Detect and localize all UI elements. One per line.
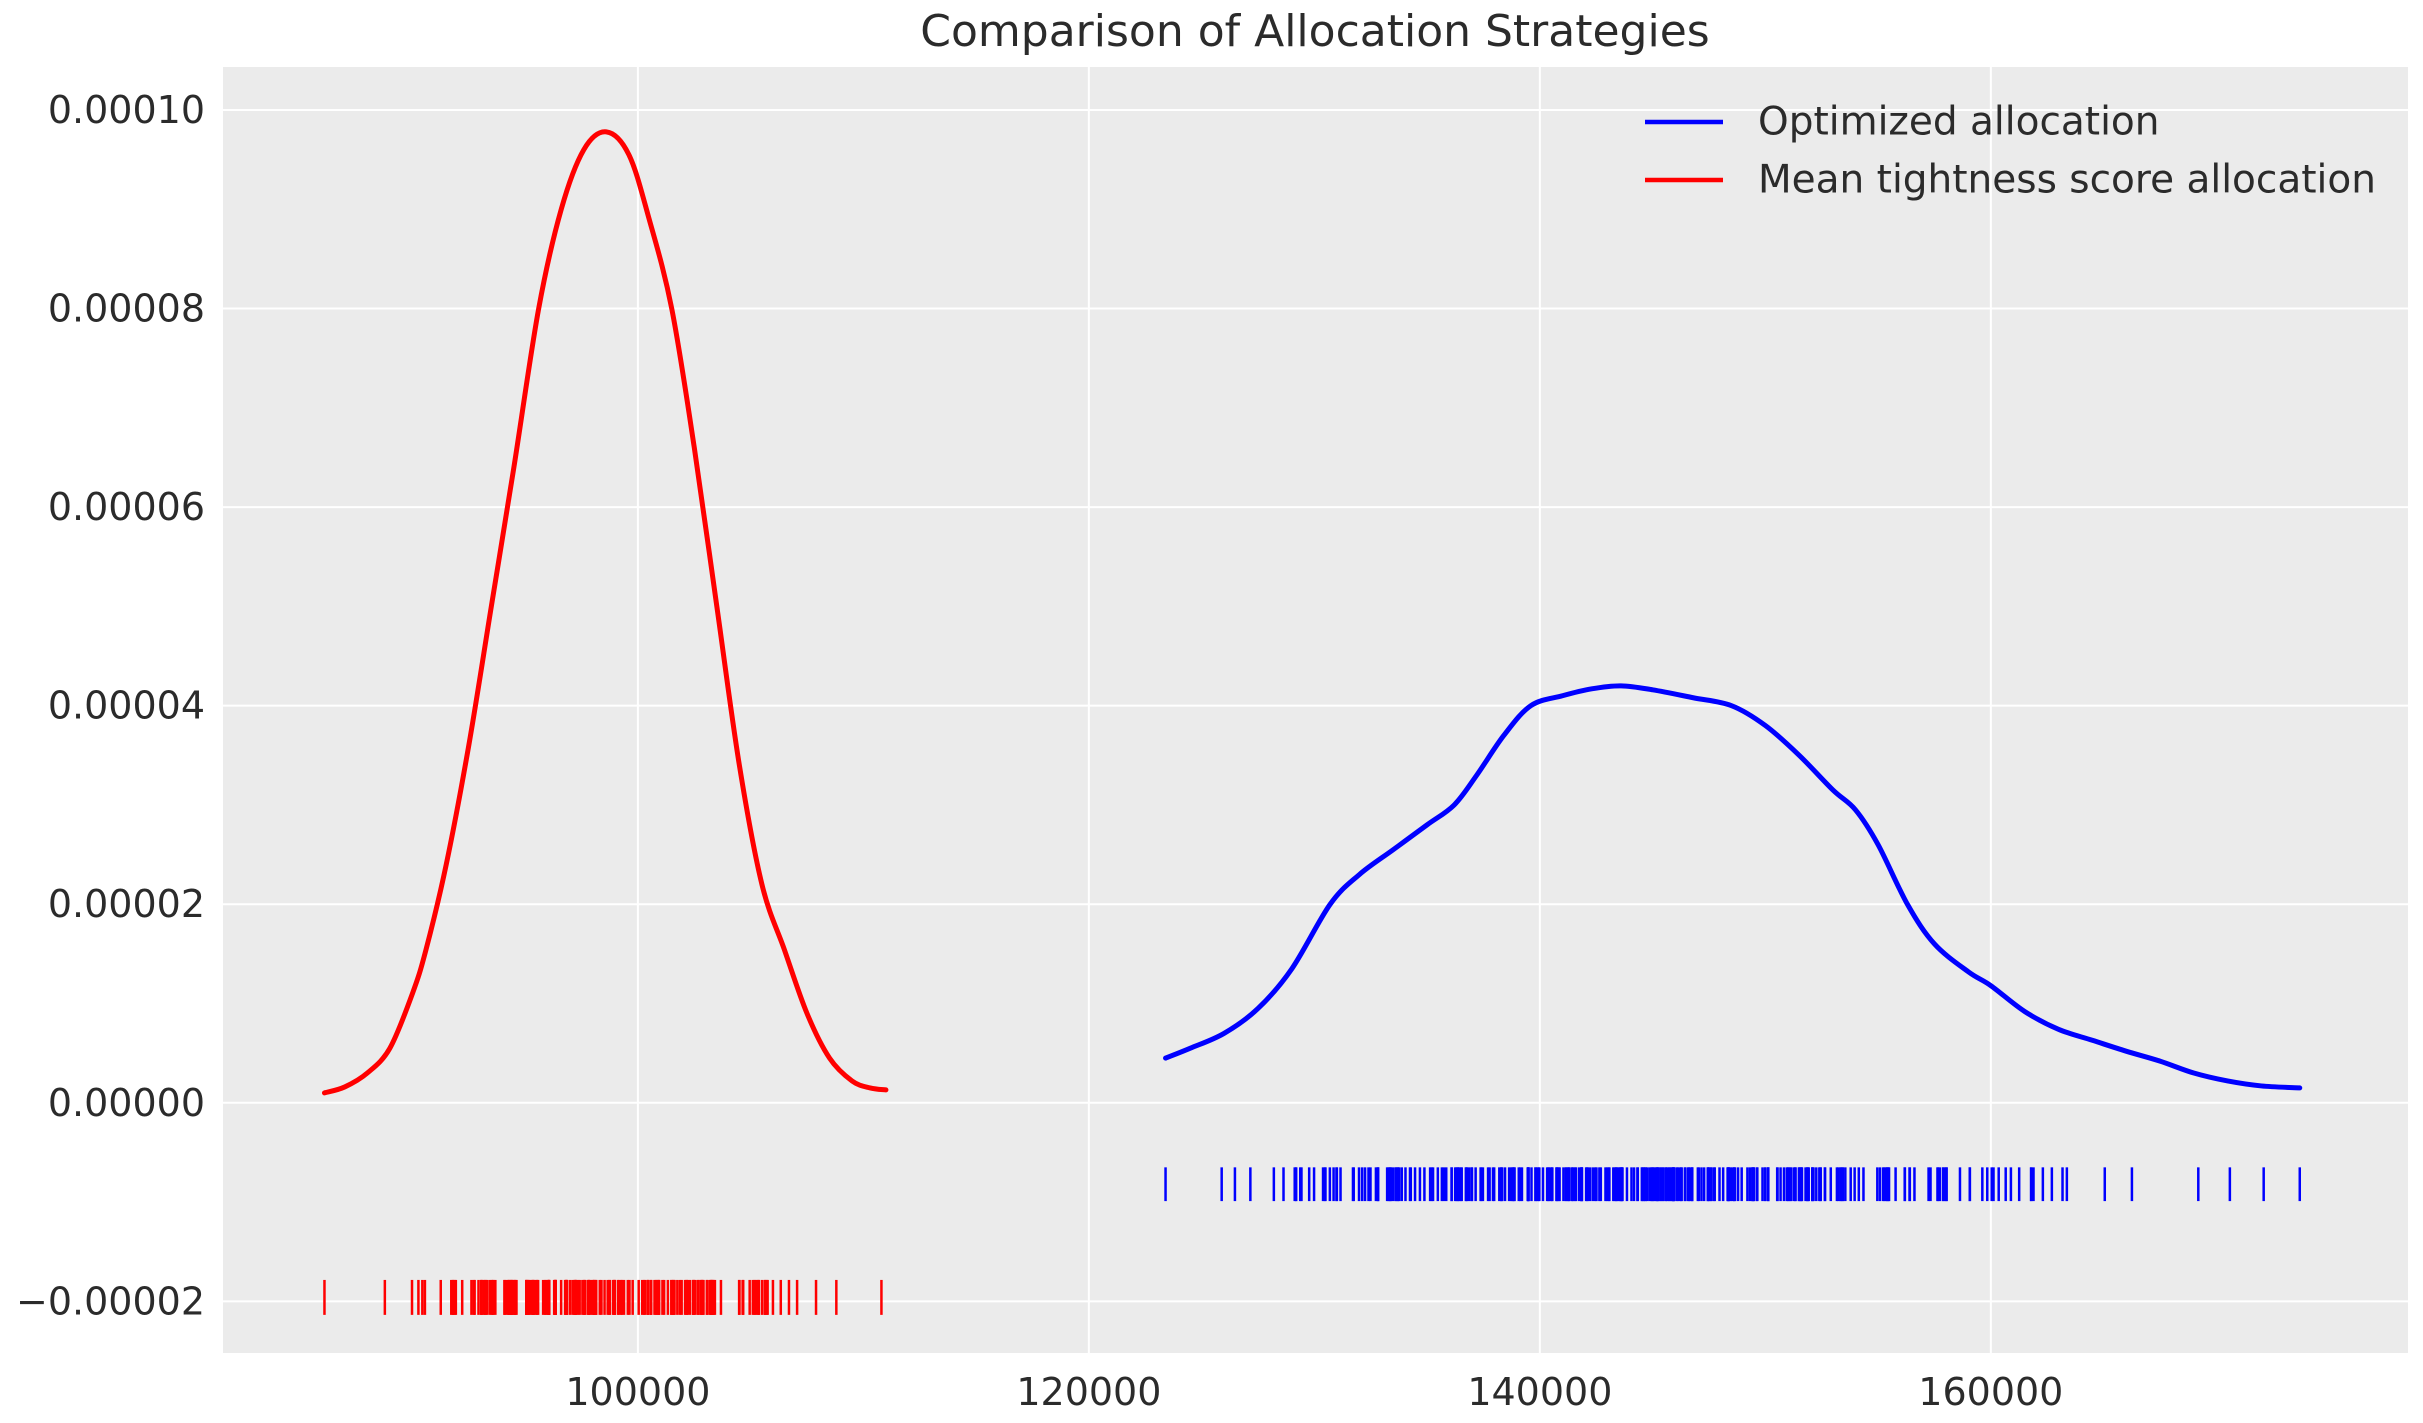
x-tick-label: 100000 <box>565 1370 710 1414</box>
x-tick-label: 120000 <box>1016 1370 1161 1414</box>
y-tick-label: −0.00002 <box>16 1279 205 1323</box>
y-tick-label: 0.00006 <box>48 485 205 529</box>
mean-tightness-score-samples <box>323 1279 883 1315</box>
gridlines <box>223 67 2408 1353</box>
legend-item-optimized: Optimized allocation <box>1645 100 2160 145</box>
y-axis-tick-labels: −0.00002 0.00000 0.00002 0.00004 0.00006 0.00… <box>16 88 205 1323</box>
y-tick-label: 0.00008 <box>48 287 205 331</box>
y-tick-label: 0.00010 <box>48 88 205 132</box>
plot-area <box>223 67 2408 1353</box>
x-tick-label: 140000 <box>1467 1370 1612 1414</box>
legend-label-mean-tightness: Mean tightness score allocation <box>1758 158 2376 203</box>
chart-title: Comparison of Allocation Strategies <box>920 6 1709 57</box>
kde-curves <box>321 129 2303 1096</box>
rug-plots <box>323 1167 2302 1315</box>
legend: Optimized allocation Mean tightness scor… <box>1645 100 2376 203</box>
legend-label-optimized: Optimized allocation <box>1758 100 2160 145</box>
optimized-allocation-samples <box>1164 1167 2302 1202</box>
optimized-allocation-curve <box>1163 683 2303 1091</box>
x-axis-tick-labels: 100000 120000 140000 160000 <box>565 1370 2063 1414</box>
y-tick-label: 0.00000 <box>48 1081 205 1125</box>
mean-tightness-score-allocation-curve <box>321 129 889 1096</box>
y-tick-label: 0.00004 <box>48 684 205 728</box>
x-tick-label: 160000 <box>1918 1370 2063 1414</box>
legend-item-mean-tightness: Mean tightness score allocation <box>1645 158 2376 203</box>
y-tick-label: 0.00002 <box>48 882 205 926</box>
